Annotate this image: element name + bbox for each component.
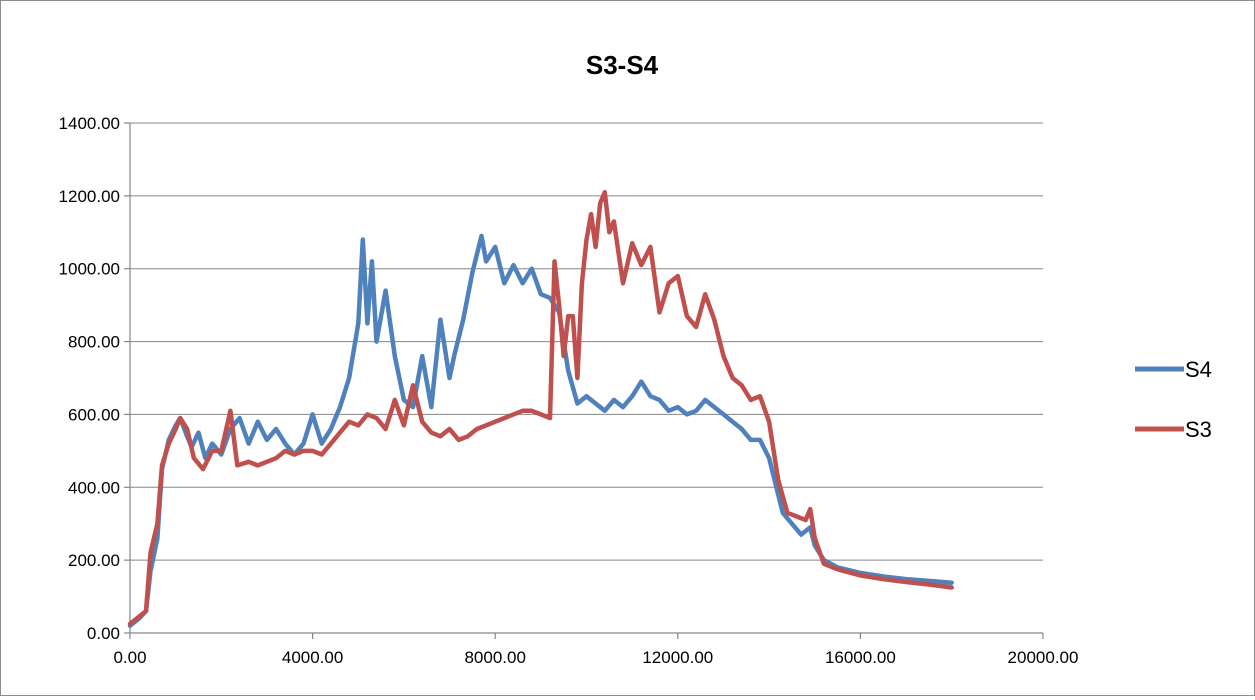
x-tick-label: 8000.00: [464, 648, 525, 667]
series-lines: [127, 189, 954, 628]
chart-title: S3-S4: [586, 50, 659, 80]
x-axis-tick-labels: 0.00 4000.00 8000.00 12000.00 16000.00 20000.…: [113, 648, 1078, 667]
series-line-s4: [127, 233, 954, 628]
x-tick-label: 20000.00: [1008, 648, 1079, 667]
y-tick-label: 1400.00: [59, 114, 120, 133]
y-tick-label: 400.00: [68, 478, 120, 497]
y-tick-label: 0.00: [87, 624, 120, 643]
y-tick-label: 600.00: [68, 405, 120, 424]
x-tick-label: 12000.00: [642, 648, 713, 667]
y-axis-tick-labels: 0.00 200.00 400.00 600.00 800.00 1000.00 1200.…: [59, 114, 120, 643]
y-tick-label: 800.00: [68, 333, 120, 352]
y-tick-label: 1000.00: [59, 260, 120, 279]
series-line-s3: [127, 189, 954, 627]
x-tick-label: 4000.00: [282, 648, 343, 667]
legend-label-s3: S3: [1185, 417, 1212, 442]
gridlines: [124, 122, 1044, 639]
y-tick-label: 200.00: [68, 551, 120, 570]
y-tick-label: 1200.00: [59, 187, 120, 206]
legend-label-s4: S4: [1185, 357, 1212, 382]
x-tick-label: 16000.00: [825, 648, 896, 667]
legend: S4 S3: [1135, 357, 1212, 442]
x-tick-label: 0.00: [113, 648, 146, 667]
